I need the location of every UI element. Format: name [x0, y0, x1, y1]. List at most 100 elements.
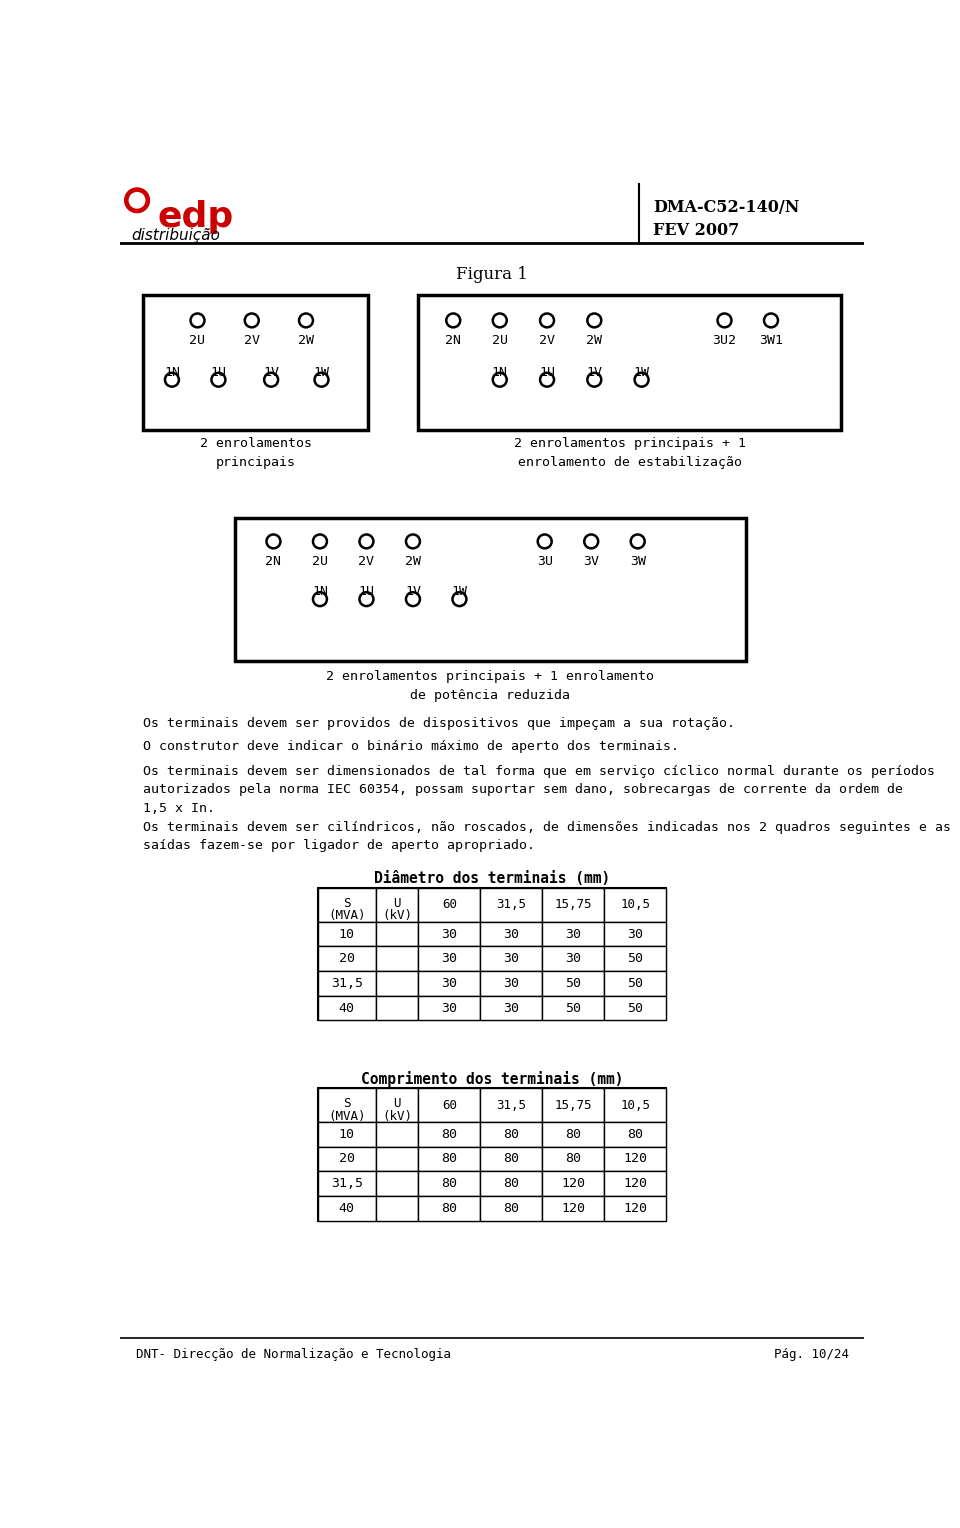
Bar: [318, 888, 375, 921]
Bar: [605, 1196, 666, 1221]
Bar: [318, 1196, 375, 1221]
Bar: [605, 921, 666, 946]
Text: 80: 80: [442, 1152, 457, 1166]
Bar: [542, 946, 605, 972]
Text: 50: 50: [628, 976, 643, 990]
Text: (MVA): (MVA): [328, 909, 366, 923]
Text: DNT- Direcção de Normalização e Tecnologia: DNT- Direcção de Normalização e Tecnolog…: [135, 1348, 450, 1361]
Bar: [542, 1122, 605, 1146]
Bar: [542, 1146, 605, 1172]
Bar: [542, 921, 605, 946]
Text: 1N: 1N: [312, 585, 328, 599]
Bar: [375, 1196, 419, 1221]
Bar: [419, 295, 841, 429]
Bar: [318, 1088, 666, 1221]
Bar: [605, 972, 666, 996]
Bar: [318, 946, 375, 972]
Text: 30: 30: [442, 927, 457, 941]
Text: 50: 50: [565, 976, 582, 990]
Text: 1V: 1V: [587, 365, 602, 379]
Bar: [375, 1088, 419, 1122]
Bar: [419, 1146, 480, 1172]
Bar: [419, 888, 480, 921]
Bar: [318, 1172, 375, 1196]
Bar: [480, 946, 542, 972]
Text: 3U2: 3U2: [712, 335, 736, 347]
Bar: [375, 921, 419, 946]
Text: 10,5: 10,5: [620, 1099, 650, 1111]
Text: 31,5: 31,5: [330, 1177, 363, 1190]
Circle shape: [125, 188, 150, 212]
Text: 2U: 2U: [492, 335, 508, 347]
Text: 120: 120: [623, 1152, 647, 1166]
Text: 30: 30: [628, 927, 643, 941]
Text: edp: edp: [157, 200, 233, 234]
Text: Figura 1: Figura 1: [456, 266, 528, 283]
Text: 31,5: 31,5: [496, 898, 526, 911]
Bar: [375, 1146, 419, 1172]
Circle shape: [130, 193, 145, 208]
Bar: [480, 1196, 542, 1221]
Bar: [419, 972, 480, 996]
Bar: [605, 996, 666, 1021]
Text: 1V: 1V: [263, 365, 279, 379]
Text: 30: 30: [442, 1001, 457, 1015]
Bar: [318, 996, 375, 1021]
Text: 120: 120: [623, 1177, 647, 1190]
Bar: [419, 1122, 480, 1146]
Bar: [480, 1172, 542, 1196]
Text: Comprimento dos terminais (mm): Comprimento dos terminais (mm): [361, 1071, 623, 1086]
Text: 2W: 2W: [587, 335, 602, 347]
Text: 80: 80: [503, 1177, 519, 1190]
Text: 50: 50: [565, 1001, 582, 1015]
Bar: [542, 972, 605, 996]
Bar: [419, 921, 480, 946]
Bar: [419, 1088, 480, 1122]
Bar: [375, 1172, 419, 1196]
Text: 120: 120: [562, 1177, 586, 1190]
Text: 1W: 1W: [451, 585, 468, 599]
Bar: [419, 996, 480, 1021]
Text: Diâmetro dos terminais (mm): Diâmetro dos terminais (mm): [373, 871, 611, 886]
Bar: [375, 946, 419, 972]
Text: 1V: 1V: [405, 585, 420, 599]
Text: 80: 80: [442, 1177, 457, 1190]
Bar: [605, 888, 666, 921]
Bar: [542, 1088, 605, 1122]
Text: Os terminais devem ser providos de dispositivos que impeçam a sua rotação.: Os terminais devem ser providos de dispo…: [143, 717, 735, 730]
Text: 2 enrolamentos
principais: 2 enrolamentos principais: [200, 437, 312, 469]
Bar: [375, 1122, 419, 1146]
Text: 120: 120: [623, 1201, 647, 1215]
Text: 3U: 3U: [537, 555, 553, 568]
Text: 3W1: 3W1: [759, 335, 783, 347]
Bar: [605, 1146, 666, 1172]
Text: 31,5: 31,5: [330, 976, 363, 990]
Text: 2W: 2W: [405, 555, 420, 568]
Bar: [375, 888, 419, 921]
Text: 30: 30: [503, 976, 519, 990]
Bar: [542, 888, 605, 921]
Bar: [419, 1172, 480, 1196]
Text: 2U: 2U: [189, 335, 205, 347]
Text: (kV): (kV): [382, 1109, 412, 1123]
Bar: [480, 1088, 542, 1122]
Text: 10: 10: [339, 1128, 354, 1141]
Bar: [605, 1122, 666, 1146]
Text: 80: 80: [628, 1128, 643, 1141]
Text: 40: 40: [339, 1201, 354, 1215]
Text: 80: 80: [565, 1152, 582, 1166]
Text: 2N: 2N: [266, 555, 281, 568]
Text: 2V: 2V: [539, 335, 555, 347]
Text: 40: 40: [339, 1001, 354, 1015]
Text: 1N: 1N: [164, 365, 180, 379]
Text: 2N: 2N: [445, 335, 461, 347]
Text: 60: 60: [442, 1099, 457, 1111]
Text: 30: 30: [565, 952, 582, 966]
Text: DMA-C52-140/N: DMA-C52-140/N: [653, 199, 800, 215]
Text: 2W: 2W: [298, 335, 314, 347]
Text: 10,5: 10,5: [620, 898, 650, 911]
Bar: [419, 1196, 480, 1221]
Bar: [234, 518, 746, 660]
Text: 50: 50: [628, 952, 643, 966]
Text: 10: 10: [339, 927, 354, 941]
